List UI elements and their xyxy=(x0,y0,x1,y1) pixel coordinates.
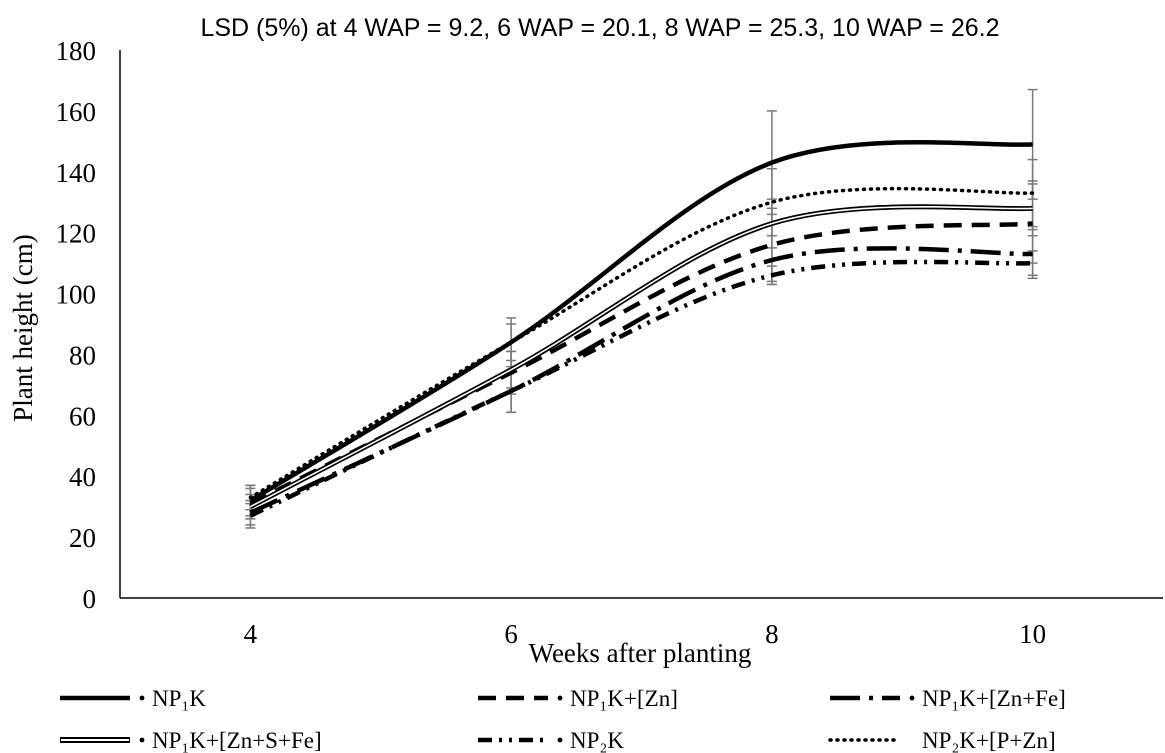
series-lines xyxy=(248,140,1035,518)
legend-item: NP₁K+[Zn+Fe] xyxy=(830,686,1066,711)
series-line xyxy=(249,221,1033,506)
x-tick-label: 4 xyxy=(244,619,258,649)
series-line xyxy=(249,140,1033,503)
y-tick-label: 120 xyxy=(56,219,97,249)
legend-item: NP₁K+[Zn] xyxy=(478,686,678,711)
y-tick-label: 140 xyxy=(56,158,97,188)
legend-label: NP₁K+[Zn] xyxy=(570,686,678,711)
y-tick-label: 80 xyxy=(69,340,96,370)
y-tick-label: 60 xyxy=(69,401,96,431)
legend-item: NP₂K xyxy=(478,728,624,753)
y-tick-label: 20 xyxy=(69,523,96,553)
series-line xyxy=(248,186,1035,500)
x-tick-label: 6 xyxy=(504,619,518,649)
y-tick-label: 160 xyxy=(56,97,97,127)
legend-item: NP₁K+[Zn+S+Fe] xyxy=(60,728,322,753)
legend-label: NP₁K+[Zn+S+Fe] xyxy=(152,728,322,753)
legend-label: NP₂K+[P+Zn] xyxy=(922,728,1056,753)
y-tick-label: 180 xyxy=(56,36,97,66)
legend-item: NP₂K+[P+Zn] xyxy=(828,728,1056,753)
legend-label: NP₂K xyxy=(570,728,624,753)
axes: 0 20 40 60 80 100 120 140 160 180 4 6 8 10 xyxy=(56,36,1163,649)
legend-label: NP₁K xyxy=(152,686,206,711)
legend-label: NP₁K+[Zn+Fe] xyxy=(922,686,1066,711)
legend-item: NP₁K xyxy=(60,686,206,711)
legend: NP₁K NP₁K+[Zn] NP₁K+[Zn+Fe] NP₁K+[Zn+S+Fe] N… xyxy=(60,686,1066,753)
series-line xyxy=(249,204,1033,509)
y-axis-label: Plant height (cm) xyxy=(8,234,38,421)
y-tick-label: 100 xyxy=(56,280,97,310)
series-line xyxy=(249,259,1033,518)
y-tick-label: 0 xyxy=(83,584,97,614)
chart-title: LSD (5%) at 4 WAP = 9.2, 6 WAP = 20.1, 8… xyxy=(200,14,999,42)
y-tick-label: 40 xyxy=(69,462,96,492)
x-axis-label: Weeks after planting xyxy=(529,638,752,668)
x-tick-label: 8 xyxy=(765,619,779,649)
x-tick-label: 10 xyxy=(1019,619,1046,649)
